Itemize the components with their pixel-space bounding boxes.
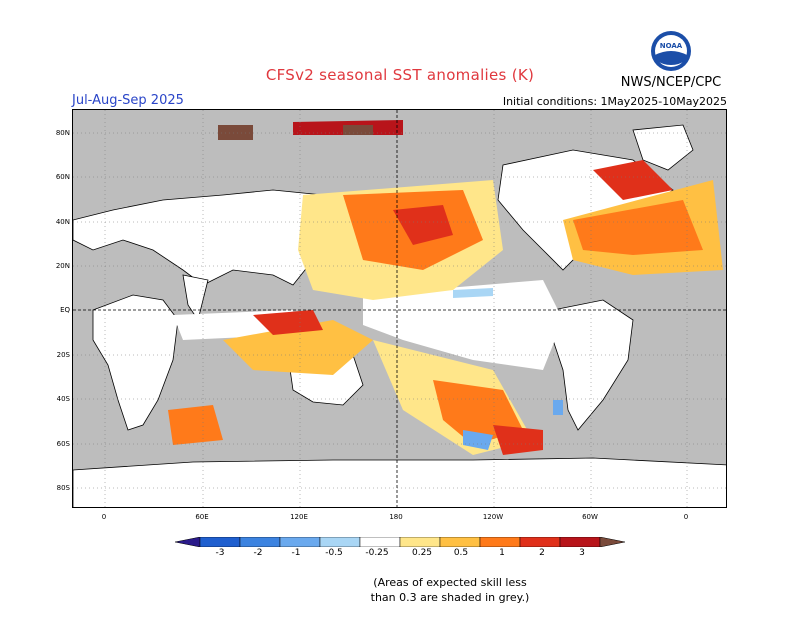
colorbar-label: 3 <box>579 548 585 558</box>
europe-asia <box>73 189 359 286</box>
greenland <box>632 124 694 171</box>
anomaly-fields <box>168 120 723 455</box>
colorbar-segment <box>519 537 561 547</box>
lon-tick-120e: 120E <box>290 513 308 521</box>
skill-note-line2: than 0.3 are shaded in grey.) <box>370 591 530 604</box>
skill-note-line1: (Areas of expected skill less <box>373 576 527 589</box>
lat-tick-40n: 40N <box>55 218 70 226</box>
antarctica <box>73 457 726 507</box>
colorbar-label: -3 <box>215 548 225 558</box>
colorbar-min-arrow <box>175 537 201 547</box>
colorbar-label: -2 <box>253 548 263 558</box>
lat-tick-80s: 80S <box>56 484 70 492</box>
lon-tick-60e: 60E <box>195 513 209 521</box>
south-america <box>552 299 634 431</box>
colorbar-label: 2 <box>539 548 545 558</box>
lat-tick-20n: 20N <box>55 262 70 270</box>
lon-tick-0: 0 <box>101 513 107 521</box>
lon-tick-0-right: 0 <box>683 513 689 521</box>
lon-tick-120w: 120W <box>482 513 504 521</box>
colorbar-max-arrow <box>599 537 625 547</box>
colorbar-segment <box>479 537 521 547</box>
colorbar-segment <box>359 537 401 547</box>
colorbar-segment <box>199 537 241 547</box>
colorbar-segment <box>439 537 481 547</box>
noaa-logo-icon: NOAA <box>651 31 691 71</box>
lat-tick-40s: 40S <box>56 395 70 403</box>
colorbar-segment <box>399 537 441 547</box>
skill-note: (Areas of expected skill less than 0.3 a… <box>300 575 600 605</box>
equator-dateline <box>73 110 726 507</box>
lat-tick-20s: 20S <box>56 351 70 359</box>
lon-tick-60w: 60W <box>582 513 598 521</box>
season-label: Jul-Aug-Sep 2025 <box>72 93 184 108</box>
colorbar <box>175 537 625 547</box>
lat-tick-60n: 60N <box>55 173 70 181</box>
map-canvas <box>73 110 726 507</box>
colorbar-label: -1 <box>291 548 301 558</box>
initial-conditions: Initial conditions: 1May2025-10May2025 <box>502 95 727 108</box>
colorbar-segment <box>319 537 361 547</box>
colorbar-label: -0.25 <box>365 548 389 558</box>
svg-text:NOAA: NOAA <box>660 42 683 50</box>
colorbar-label: 0.5 <box>453 548 469 558</box>
colorbar-label: -0.5 <box>325 548 343 558</box>
colorbar-segment <box>239 537 281 547</box>
colorbar-label: 1 <box>499 548 505 558</box>
map-title: CFSv2 seasonal SST anomalies (K) <box>265 66 535 84</box>
colorbar-label: 0.25 <box>411 548 433 558</box>
india <box>182 274 209 321</box>
graticule <box>73 110 726 507</box>
colorbar-segment <box>559 537 601 547</box>
lat-tick-80n: 80N <box>55 129 70 137</box>
agency-label: NWS/NCEP/CPC <box>620 75 722 90</box>
colorbar-segment <box>279 537 321 547</box>
lat-tick-eq: EQ <box>60 306 70 314</box>
sst-anomaly-map <box>72 109 727 508</box>
africa <box>92 294 179 431</box>
lat-tick-60s: 60S <box>56 440 70 448</box>
lon-tick-180: 180 <box>389 513 403 521</box>
